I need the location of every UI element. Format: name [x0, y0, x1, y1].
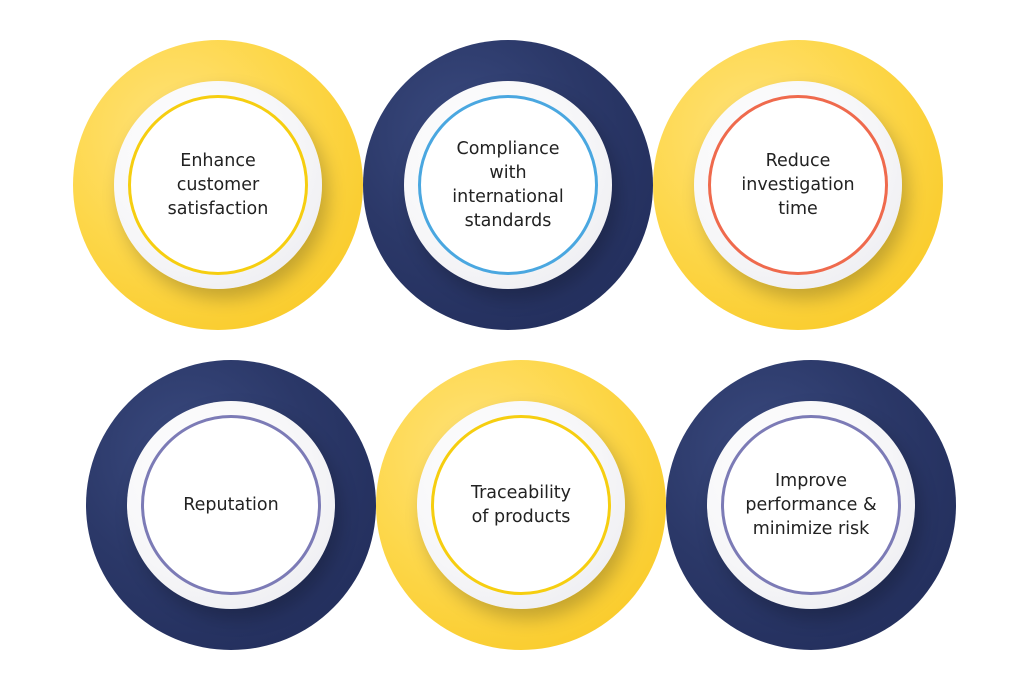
- benefit-traceability-of-products: Traceability of products: [376, 360, 666, 650]
- benefit-label: Improve performance & minimize risk: [745, 471, 877, 539]
- benefit-improve-performance-minimize-risk: Improve performance & minimize risk: [666, 360, 956, 650]
- benefit-reputation: Reputation: [86, 360, 376, 650]
- benefit-label: Reputation: [183, 495, 279, 515]
- benefit-label: Traceability of products: [470, 483, 572, 527]
- benefit-label: Compliance with international standards: [452, 139, 564, 231]
- inner-circle: Compliance with international standards: [418, 95, 598, 275]
- benefit-enhance-customer-satisfaction: Enhance customer satisfaction: [73, 40, 363, 330]
- benefit-label: Reduce investigation time: [741, 151, 855, 219]
- benefit-reduce-investigation-time: Reduce investigation time: [653, 40, 943, 330]
- benefit-compliance-international-standards: Compliance with international standards: [363, 40, 653, 330]
- inner-circle: Enhance customer satisfaction: [128, 95, 308, 275]
- benefit-label: Enhance customer satisfaction: [167, 151, 269, 219]
- inner-circle: Improve performance & minimize risk: [721, 415, 901, 595]
- inner-circle: Reputation: [141, 415, 321, 595]
- inner-circle: Traceability of products: [431, 415, 611, 595]
- inner-circle: Reduce investigation time: [708, 95, 888, 275]
